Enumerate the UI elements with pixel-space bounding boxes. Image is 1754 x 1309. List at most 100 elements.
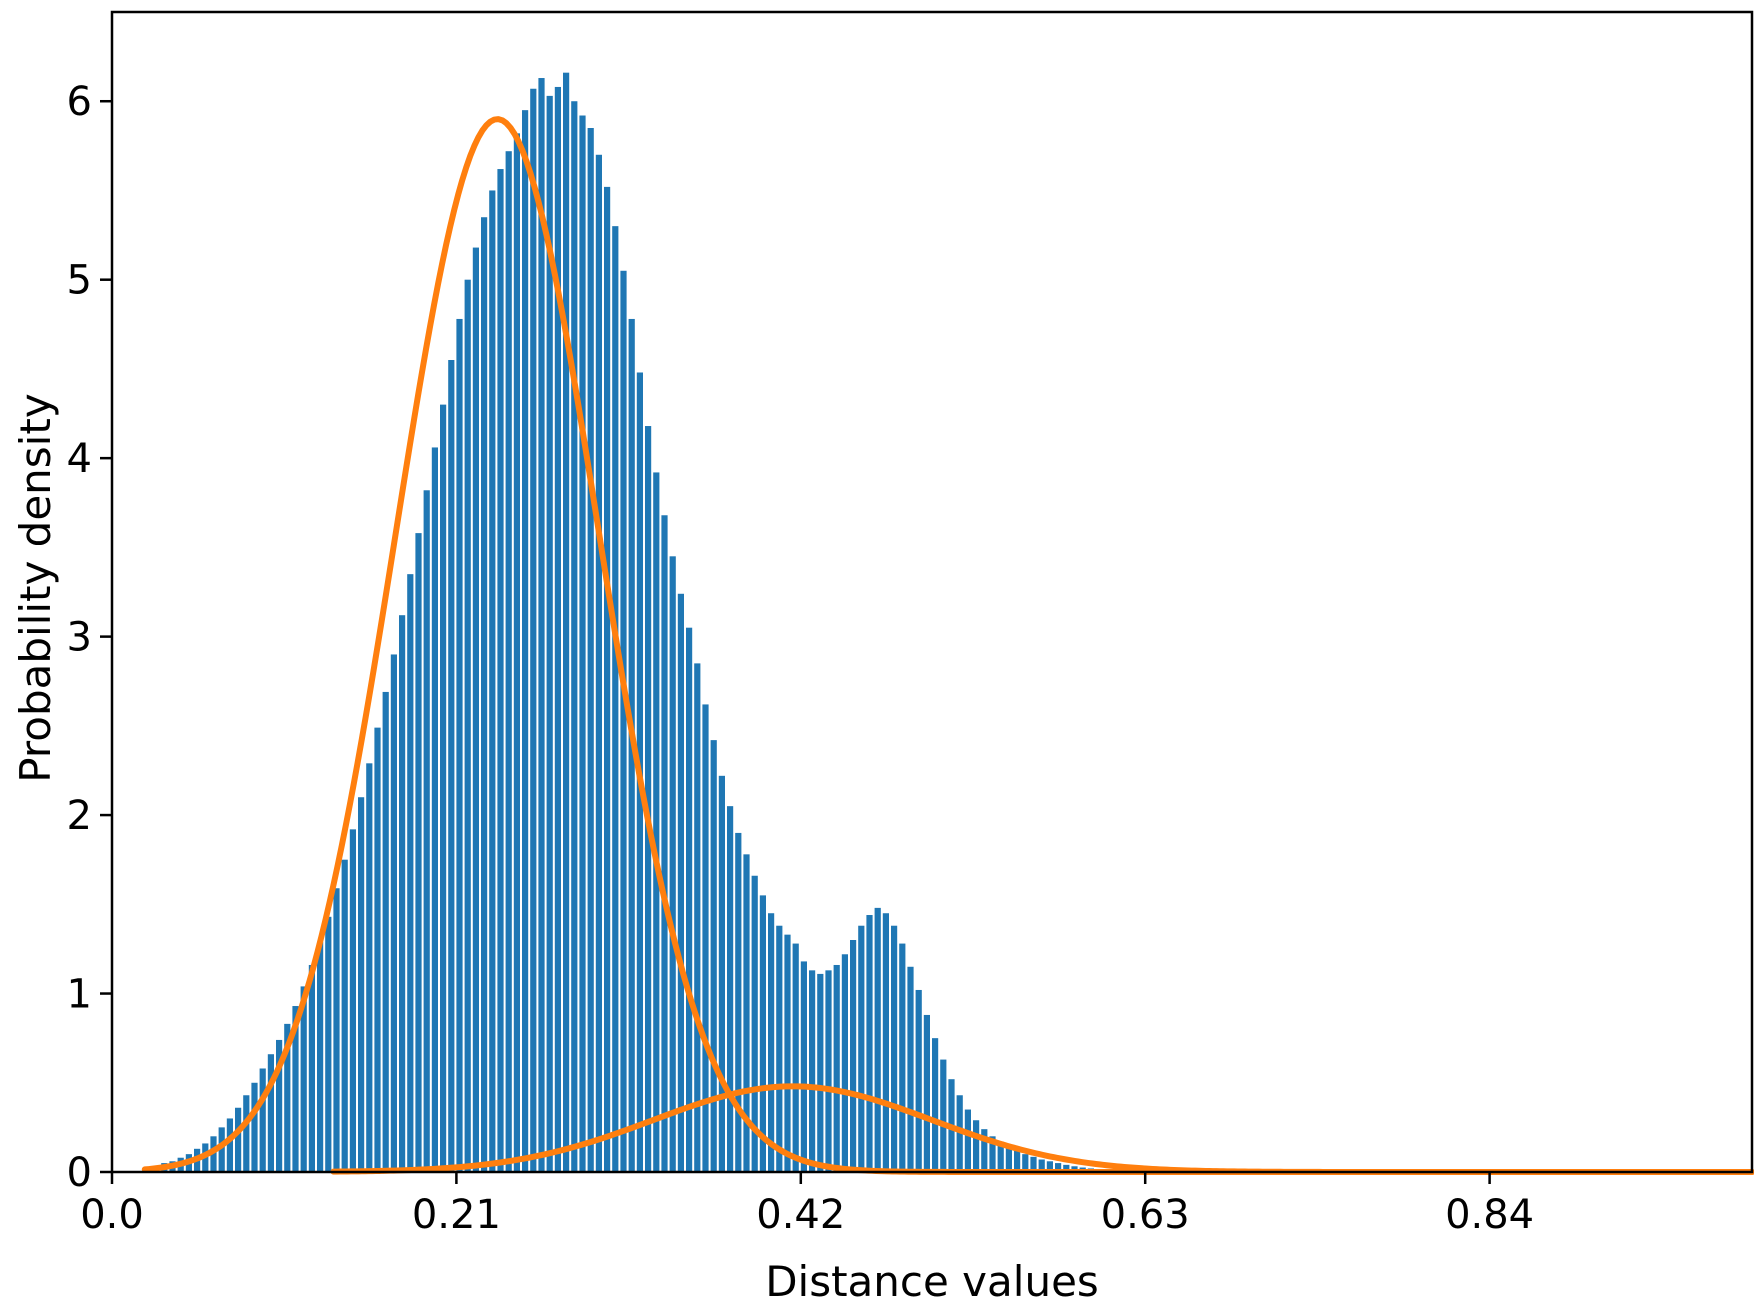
x-tick-label: 0.84 <box>1445 1192 1534 1238</box>
histogram-bar <box>718 775 725 1172</box>
y-tick-label: 2 <box>67 793 92 839</box>
histogram-bar <box>481 217 488 1173</box>
histogram-bar <box>653 472 660 1172</box>
histogram-bar <box>1063 1164 1070 1172</box>
histogram-bar <box>579 115 586 1172</box>
plot-frame <box>110 10 1754 1174</box>
histogram-bar <box>226 1118 233 1172</box>
histogram-bar <box>423 490 430 1172</box>
histogram-bar <box>759 895 766 1172</box>
histogram-bar <box>374 727 381 1172</box>
histogram-bar <box>284 1023 291 1172</box>
histogram-bar <box>907 966 914 1172</box>
histogram-bar <box>538 78 545 1172</box>
histogram-bar <box>333 888 340 1172</box>
histogram-bar <box>317 941 324 1172</box>
histogram-bar <box>1046 1161 1053 1172</box>
histogram-bar <box>964 1109 971 1172</box>
histogram-bar <box>776 925 783 1172</box>
histogram-bar <box>620 270 627 1172</box>
histogram-bar <box>809 970 816 1172</box>
histogram-bar <box>415 533 422 1172</box>
histogram-bar <box>571 101 578 1173</box>
histogram-bar <box>349 829 356 1172</box>
y-axis-ticks: 0 1 2 3 4 5 6 <box>67 79 112 1196</box>
histogram-bar <box>587 128 594 1172</box>
y-tick-label: 6 <box>67 79 92 125</box>
histogram-bar <box>973 1120 980 1172</box>
histogram-bar <box>677 593 684 1172</box>
histogram-bar <box>850 940 857 1172</box>
histogram-bar <box>800 961 807 1172</box>
histogram-bar <box>727 806 734 1172</box>
histogram-bar <box>735 832 742 1172</box>
histogram-bar <box>546 95 553 1172</box>
histogram-bar <box>210 1136 217 1172</box>
histogram-bar <box>645 426 652 1172</box>
histogram-bar <box>1055 1163 1062 1172</box>
y-axis-label: Probability density <box>11 393 60 782</box>
histogram-bar <box>710 740 717 1172</box>
histogram-bar <box>243 1095 250 1172</box>
histogram-bar <box>554 86 561 1173</box>
histogram-bar <box>997 1141 1004 1172</box>
histogram-bar <box>768 913 775 1172</box>
histogram-bar <box>661 515 668 1172</box>
histogram-bar <box>669 556 676 1172</box>
histogram-bar <box>366 763 373 1172</box>
histogram-bar <box>251 1082 258 1172</box>
histogram-bar <box>448 360 455 1172</box>
histogram-bar <box>866 915 873 1172</box>
histogram-bar <box>841 954 848 1172</box>
histogram-bar <box>694 663 701 1172</box>
histogram-bar <box>218 1127 225 1172</box>
histogram-bar <box>989 1136 996 1172</box>
x-tick-label: 0.63 <box>1101 1192 1190 1238</box>
histogram-bar <box>825 970 832 1172</box>
histogram-bar <box>1014 1150 1021 1172</box>
histogram-bar <box>817 973 824 1172</box>
y-tick-label: 5 <box>67 258 92 304</box>
histogram-bar <box>440 404 447 1172</box>
histogram-bar <box>390 654 397 1172</box>
x-axis-label: Distance values <box>765 1257 1099 1306</box>
histogram-bar <box>358 797 365 1172</box>
histogram-bar <box>882 913 889 1172</box>
histogram-bar <box>431 447 438 1172</box>
histogram-bar <box>292 1006 299 1172</box>
histogram-bar <box>899 943 906 1172</box>
histogram-bar <box>489 190 496 1172</box>
histogram-bar <box>874 907 881 1172</box>
histogram-bar <box>612 226 619 1172</box>
histogram-bar <box>956 1095 963 1172</box>
histogram-bar <box>505 151 512 1172</box>
histogram-bar <box>530 88 537 1173</box>
histogram-bar <box>833 964 840 1172</box>
histogram-bar <box>932 1038 939 1172</box>
histogram-bar <box>497 169 504 1173</box>
histogram-bar <box>792 943 799 1172</box>
histogram-bar <box>702 704 709 1172</box>
histogram-bar <box>1005 1147 1012 1172</box>
histogram-bar <box>259 1068 266 1172</box>
histogram-bar <box>407 574 414 1172</box>
histogram-bar <box>267 1054 274 1172</box>
histogram-bar <box>325 916 332 1172</box>
histogram-bar <box>235 1107 242 1172</box>
histogram-bar <box>1038 1159 1045 1172</box>
histogram-bar <box>784 934 791 1172</box>
histogram-bar <box>1022 1154 1029 1172</box>
histogram-bar <box>456 318 463 1172</box>
histogram-bar <box>308 964 315 1172</box>
y-tick-label: 0 <box>67 1150 92 1196</box>
y-tick-label: 3 <box>67 615 92 661</box>
y-tick-label: 4 <box>67 436 92 482</box>
histogram-bar <box>751 875 758 1172</box>
histogram-bar <box>563 72 570 1172</box>
histogram-bar <box>595 154 602 1172</box>
histogram-bar <box>981 1129 988 1172</box>
x-axis-ticks: 0.0 0.21 0.42 0.63 0.84 <box>80 1172 1534 1238</box>
histogram-bar <box>940 1059 947 1172</box>
histogram-bar <box>891 925 898 1172</box>
y-tick-label: 1 <box>67 972 92 1018</box>
